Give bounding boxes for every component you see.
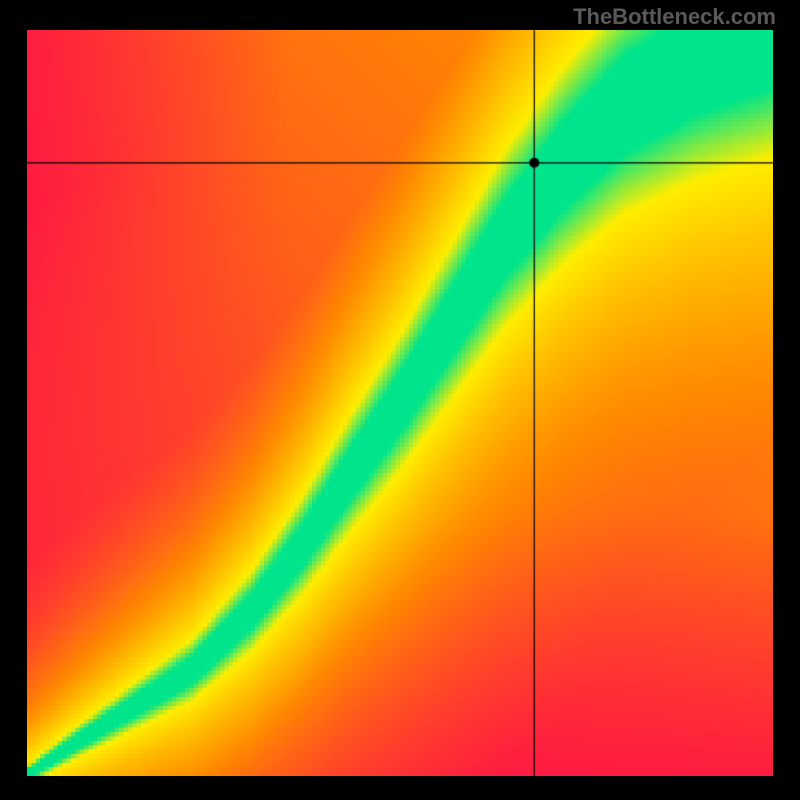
overlay-canvas [0,0,800,800]
attribution-text: TheBottleneck.com [573,4,776,30]
chart-container: TheBottleneck.com [0,0,800,800]
